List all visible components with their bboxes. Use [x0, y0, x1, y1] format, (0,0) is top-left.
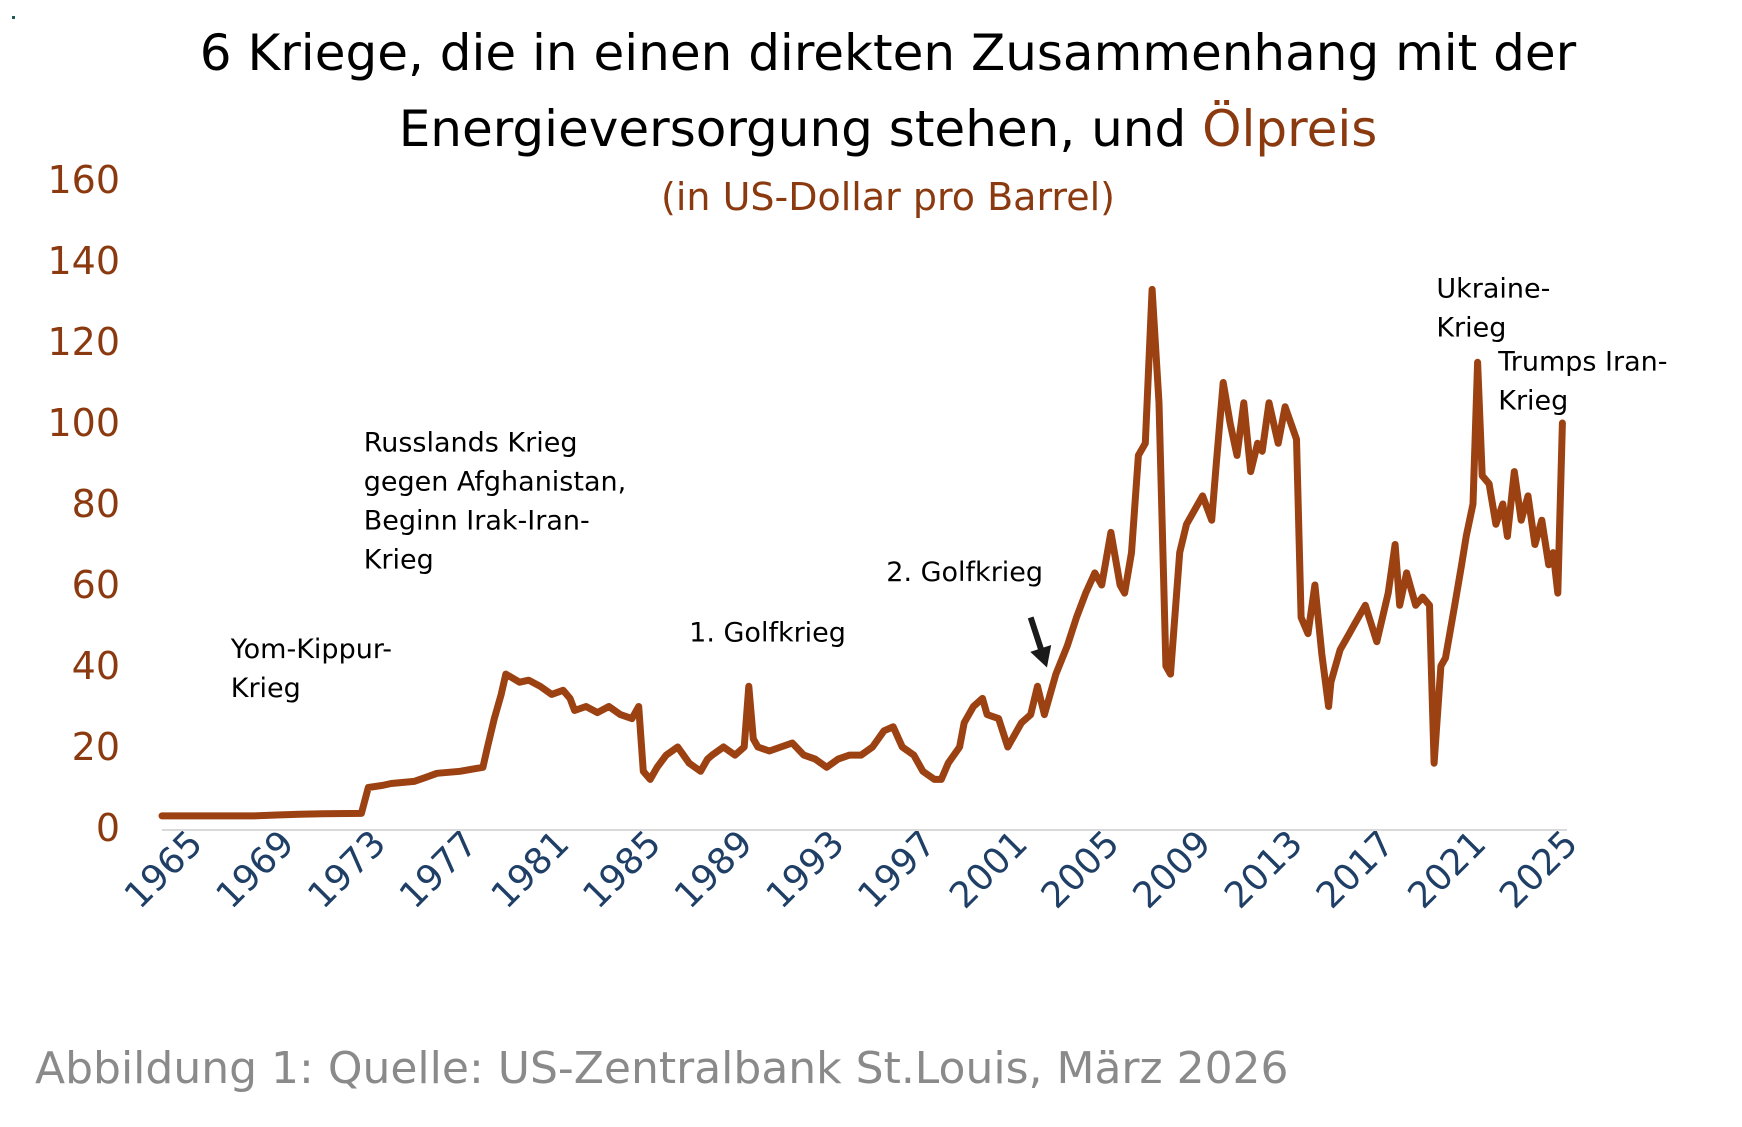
annotation-line: Trumps Iran- [1497, 346, 1667, 377]
y-tick-label: 140 [47, 239, 120, 283]
y-tick-label: 0 [96, 806, 120, 850]
x-tick-label: 1985 [575, 823, 669, 917]
annotation-label: Russlands Krieg gegen Afghanistan, Beginn … [364, 427, 627, 575]
annotation-label: Trumps Iran- Krieg [1497, 346, 1667, 416]
y-tick-label: 60 [72, 563, 120, 607]
arrow-icon [1027, 616, 1052, 668]
x-tick-label: 1981 [484, 823, 578, 917]
war-annotations: Yom-Kippur- Krieg Russlands Krieg gegen Afg… [230, 273, 1668, 703]
x-tick-label: 1977 [392, 823, 486, 917]
corner-dot [12, 16, 15, 19]
annotation-line: Ukraine- [1436, 273, 1550, 304]
annotation-line: Krieg [231, 673, 301, 704]
annotation-label: Ukraine- Krieg [1436, 273, 1550, 343]
chart-title-line1: 6 Kriege, die in einen direkten Zusammen… [200, 24, 1577, 82]
annotation-line: gegen Afghanistan, [364, 466, 627, 497]
x-tick-label: 1969 [209, 823, 303, 917]
annotation-line: 1. Golfkrieg [689, 618, 846, 649]
chart-title-line2-prefix: Energieversorgung stehen, und [399, 100, 1202, 158]
x-tick-label: 1965 [117, 823, 211, 917]
annotation-line: Krieg [364, 544, 434, 575]
x-tick-label: 2005 [1034, 823, 1128, 917]
x-tick-label: 1997 [850, 823, 944, 917]
annotation-line: Krieg [1436, 312, 1506, 343]
x-tick-label: 1973 [300, 823, 394, 917]
oil-price-line [158, 285, 1566, 820]
x-tick-label: 2025 [1492, 823, 1586, 917]
annotation-line: Krieg [1498, 385, 1568, 416]
x-axis-ticks: 1965196919731977198119851989199319972001… [117, 823, 1586, 917]
annotation-line: Beginn Irak-Iran- [364, 505, 590, 536]
x-tick-label: 2009 [1125, 823, 1219, 917]
y-tick-label: 120 [47, 320, 120, 364]
annotation-label: Yom-Kippur- Krieg [230, 634, 392, 704]
x-tick-label: 2017 [1309, 823, 1403, 917]
annotation-line: 2. Golfkrieg [886, 557, 1043, 588]
x-tick-label: 1993 [759, 823, 853, 917]
annotation-label: 2. Golfkrieg [886, 557, 1043, 588]
chart-title-line2: Energieversorgung stehen, und Ölpreis [399, 100, 1378, 158]
annotation-line: Yom-Kippur- [230, 634, 392, 665]
y-axis-ticks: 0 20 40 60 80 100 120 140 160 [47, 158, 120, 850]
y-tick-label: 20 [72, 725, 120, 769]
y-tick-label: 40 [72, 644, 120, 688]
x-tick-label: 1989 [667, 823, 761, 917]
chart-title-accent: Ölpreis [1202, 100, 1377, 158]
x-tick-label: 2001 [942, 823, 1036, 917]
x-tick-label: 2013 [1217, 823, 1311, 917]
source-caption: Abbildung 1: Quelle: US-Zentralbank St.L… [35, 1043, 1289, 1094]
annotation-line: Russlands Krieg [364, 427, 578, 458]
y-tick-label: 160 [47, 158, 120, 202]
annotation-label: 1. Golfkrieg [689, 618, 846, 649]
y-tick-label: 80 [72, 482, 120, 526]
x-tick-label: 2021 [1401, 823, 1495, 917]
chart-subtitle: (in US-Dollar pro Barrel) [661, 175, 1115, 219]
y-tick-label: 100 [47, 401, 120, 445]
